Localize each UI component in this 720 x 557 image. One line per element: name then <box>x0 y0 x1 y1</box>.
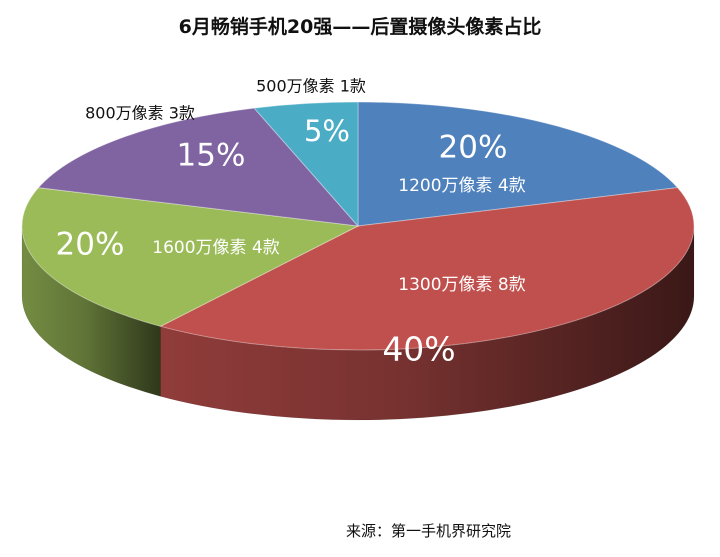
slice-percent-label-2: 20% <box>56 227 125 263</box>
slice-category-label-4: 500万像素 1款 <box>256 77 366 96</box>
slice-percent-label-0: 20% <box>439 130 508 166</box>
slice-4 <box>253 101 359 228</box>
slice-0 <box>357 101 679 227</box>
slice-3 <box>37 107 360 227</box>
source-note: 来源：第一手机界研究院 <box>346 522 512 540</box>
slice-percent-label-1: 40% <box>382 330 455 369</box>
slice-percent-label-3: 15% <box>177 138 246 174</box>
slice-1 <box>159 187 695 351</box>
slice-category-label-1: 1300万像素 8款 <box>398 275 525 295</box>
slice-category-label-0: 1200万像素 4款 <box>398 176 525 196</box>
chart-title: 6月畅销手机20强——后置摄像头像素占比 <box>178 16 542 38</box>
slice-category-label-2: 1600万像素 4款 <box>152 238 279 258</box>
slice-category-label-3: 800万像素 3款 <box>85 104 195 123</box>
slice-percent-label-4: 5% <box>304 114 350 148</box>
slice-2 <box>21 187 360 327</box>
